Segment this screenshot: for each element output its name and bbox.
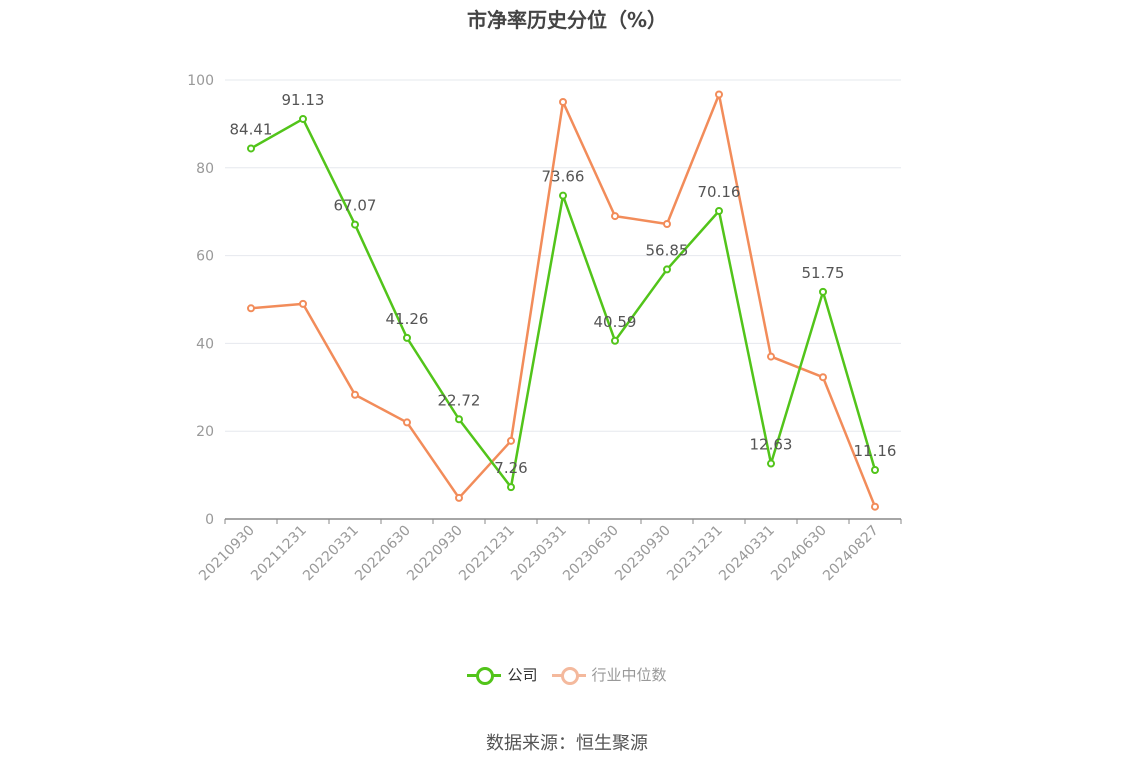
y-tick-label: 0 xyxy=(205,512,214,528)
x-tick-label: 20230930 xyxy=(612,523,674,585)
legend-company-label: 公司 xyxy=(507,666,538,684)
data-label: 51.75 xyxy=(802,264,845,282)
data-label: 84.41 xyxy=(230,120,273,138)
data-point-company xyxy=(819,287,827,296)
x-tick-label: 20220331 xyxy=(300,523,362,585)
legend: 公司 行业中位数 xyxy=(0,664,1134,685)
x-tick-label: 20240827 xyxy=(820,523,882,585)
legend-item-company[interactable]: 公司 xyxy=(467,664,538,685)
data-point-industry xyxy=(455,493,463,502)
y-tick-label: 40 xyxy=(196,336,214,352)
data-label: 56.85 xyxy=(646,241,689,259)
y-tick-label: 80 xyxy=(196,161,214,177)
grid-layer xyxy=(225,79,901,432)
y-tick-label: 20 xyxy=(196,424,214,440)
y-tick-label: 100 xyxy=(187,73,214,89)
data-point-company xyxy=(871,466,879,475)
data-point-company xyxy=(715,206,723,215)
data-point-industry xyxy=(871,502,879,511)
legend-item-industry[interactable]: 行业中位数 xyxy=(551,664,667,685)
data-point-company xyxy=(663,265,671,274)
data-point-company xyxy=(299,114,307,123)
series-layer xyxy=(247,90,879,511)
data-point-industry xyxy=(611,212,619,221)
data-point-industry xyxy=(351,390,359,399)
data-point-company xyxy=(611,336,619,345)
data-point-company xyxy=(455,415,463,424)
data-point-company xyxy=(559,191,567,200)
x-tick-label: 20240630 xyxy=(768,523,830,585)
x-tick-label: 20221231 xyxy=(456,523,518,585)
data-point-industry xyxy=(559,97,567,106)
x-tick-label: 20230630 xyxy=(560,523,622,585)
x-tick-label: 20211231 xyxy=(248,523,310,585)
data-point-company xyxy=(247,144,255,153)
data-label: 70.16 xyxy=(698,183,741,201)
x-tick-label: 20230331 xyxy=(508,523,570,585)
data-point-company xyxy=(351,220,359,229)
x-tick-label: 20220630 xyxy=(352,523,414,585)
x-tick-label: 20210930 xyxy=(196,523,258,585)
data-point-industry xyxy=(247,304,255,313)
data-point-industry xyxy=(299,299,307,308)
data-point-company xyxy=(403,333,411,342)
x-tick-label: 20240331 xyxy=(716,523,778,585)
data-point-company xyxy=(507,483,515,492)
y-tick-label: 60 xyxy=(196,249,214,265)
data-point-industry xyxy=(715,90,723,99)
x-tick-label: 20231231 xyxy=(664,523,726,585)
data-point-industry xyxy=(507,436,515,445)
data-point-industry xyxy=(767,352,775,361)
legend-industry-marker-icon xyxy=(551,666,586,685)
legend-industry-label: 行业中位数 xyxy=(591,666,667,684)
data-label: 12.63 xyxy=(750,436,793,454)
data-label: 40.59 xyxy=(594,313,637,331)
data-label: 67.07 xyxy=(334,197,377,215)
data-label: 7.26 xyxy=(494,459,527,477)
data-point-company xyxy=(767,459,775,468)
data-point-industry xyxy=(403,418,411,427)
data-label: 91.13 xyxy=(282,91,325,109)
legend-company-marker-icon xyxy=(467,666,502,685)
data-label: 11.16 xyxy=(854,442,897,460)
data-label: 73.66 xyxy=(542,168,585,186)
data-source: 数据来源：恒生聚源 xyxy=(486,733,648,754)
data-point-industry xyxy=(819,373,827,382)
data-label: 22.72 xyxy=(438,391,481,409)
data-label: 41.26 xyxy=(386,310,429,328)
data-point-industry xyxy=(663,219,671,228)
chart-title: 市净率历史分位（%） xyxy=(466,8,668,32)
x-tick-label: 20220930 xyxy=(404,523,466,585)
axis-layer: 0204060801002021093020211231202203312022… xyxy=(187,73,902,585)
label-layer: 84.41 91.13 67.07 41.26 22.72 7.26 73.66 40.59 5… xyxy=(230,91,897,477)
